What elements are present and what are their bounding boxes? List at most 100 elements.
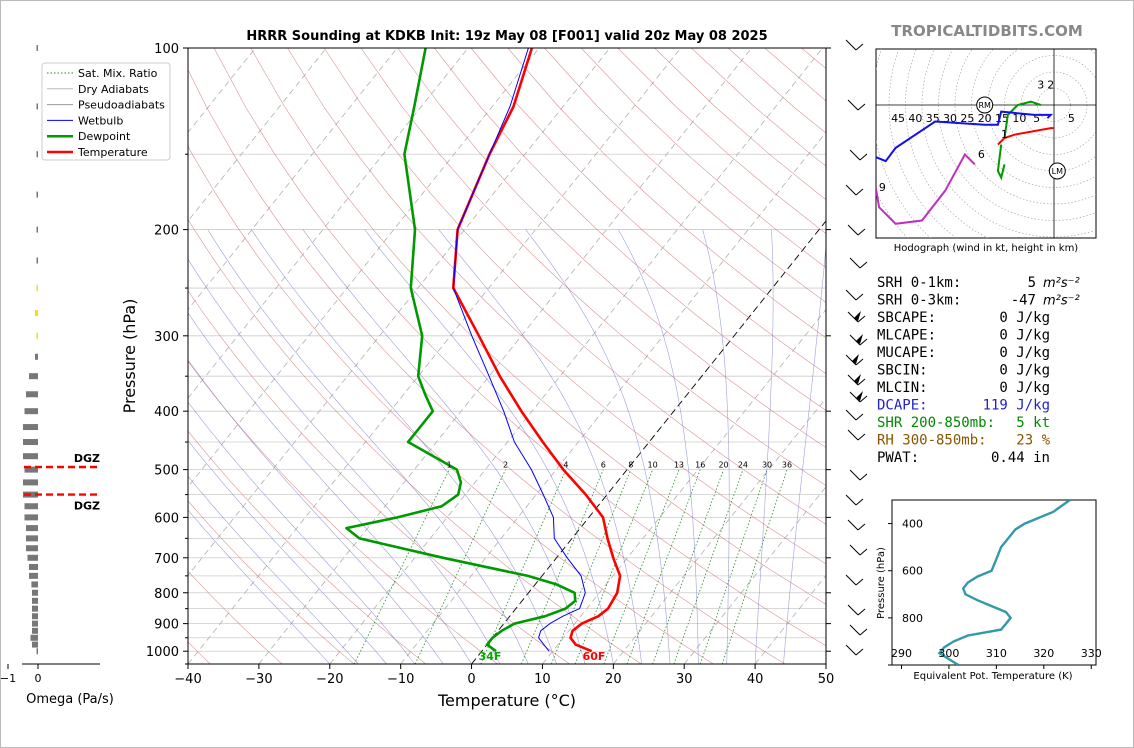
index-unit: m²s⁻² bbox=[1043, 294, 1080, 309]
hodograph-ring-label: 40 bbox=[908, 112, 922, 125]
omega-bar bbox=[32, 641, 38, 648]
dry-adiabat bbox=[470, 48, 826, 375]
index-value: 119 J/kg bbox=[983, 398, 1050, 414]
barb-shaft bbox=[847, 374, 859, 386]
barb-flag bbox=[855, 498, 864, 506]
y-tick-label: 300 bbox=[154, 330, 179, 345]
indices-table: SRH 0-1km: 5 m²s⁻² SRH 0-3km: -47 m²s⁻² SBCAPE… bbox=[877, 275, 1080, 466]
hodograph-segment bbox=[997, 127, 1054, 146]
chart-title: HRRR Sounding at KDKB Init: 19z May 08 [… bbox=[246, 29, 767, 44]
wind-barb bbox=[847, 99, 866, 111]
omega-bar bbox=[23, 453, 38, 460]
dry-adiabat bbox=[544, 48, 826, 303]
barb-flag bbox=[857, 523, 866, 531]
omega-bar bbox=[36, 332, 38, 339]
moist-adiabat bbox=[702, 229, 730, 664]
index-label: SRH 0-1km: bbox=[877, 275, 961, 291]
dry-adiabat bbox=[188, 68, 786, 664]
hodograph-caption: Hodograph (wind in kt, height in km) bbox=[894, 243, 1079, 254]
omega-bar bbox=[32, 620, 38, 627]
isotherm bbox=[188, 48, 540, 488]
index-label: PWAT: bbox=[877, 450, 919, 466]
moist-adiabat bbox=[438, 229, 642, 664]
omega-bar bbox=[32, 605, 38, 612]
barb-flag bbox=[855, 578, 864, 586]
legend-entry: Wetbulb bbox=[78, 114, 123, 127]
barb-shaft bbox=[849, 149, 861, 161]
mixing-ratio-line bbox=[550, 469, 632, 664]
mixing-ratio-label: 16 bbox=[695, 461, 705, 470]
barb-flag bbox=[855, 358, 864, 366]
omega-bar bbox=[36, 226, 38, 233]
y-tick-label: 500 bbox=[154, 464, 179, 479]
barb-flag bbox=[855, 43, 864, 51]
y-tick-label: 100 bbox=[154, 42, 179, 57]
index-label: SBCIN: bbox=[877, 363, 928, 379]
omega-bar bbox=[32, 627, 38, 634]
index-value: 0 J/kg bbox=[999, 363, 1050, 379]
index-unit: m²s⁻² bbox=[1043, 276, 1080, 291]
moist-adiabat bbox=[207, 229, 529, 664]
omega-bar bbox=[32, 597, 38, 604]
skewt-background-lines bbox=[188, 48, 826, 664]
legend-entry: Dry Adiabats bbox=[78, 83, 149, 96]
skewt-xlabel: Temperature (°C) bbox=[437, 691, 576, 710]
isotherm bbox=[188, 48, 682, 664]
hodograph-height-label: 2 bbox=[1047, 79, 1054, 92]
omega-tick-label: −1 bbox=[0, 672, 16, 685]
theta-e-x-label: 300 bbox=[938, 647, 959, 660]
skewt-ylabel: Pressure (hPa) bbox=[120, 299, 139, 414]
index-value: 0 J/kg bbox=[999, 328, 1050, 344]
mixing-ratio-line bbox=[673, 469, 744, 664]
barb-flag bbox=[857, 378, 866, 386]
omega-bar bbox=[23, 479, 38, 486]
moist-adiabat bbox=[783, 242, 826, 664]
omega-bar bbox=[35, 310, 38, 317]
dry-adiabat bbox=[507, 48, 826, 339]
dry-adiabat bbox=[250, 48, 826, 605]
hodograph-ring-label: 25 bbox=[960, 112, 974, 125]
x-tick-label: 50 bbox=[818, 672, 835, 687]
hodograph-ring-label: 5 bbox=[1068, 112, 1075, 125]
omega-bar bbox=[36, 285, 38, 292]
index-value: 5 bbox=[1028, 275, 1036, 291]
barb-shaft bbox=[847, 224, 859, 236]
barb-flag bbox=[859, 628, 868, 636]
hodograph-segment bbox=[996, 144, 1006, 181]
y-tick-label: 700 bbox=[154, 552, 179, 567]
index-label: MLCAPE: bbox=[877, 328, 936, 344]
omega-bar bbox=[26, 525, 38, 532]
legend-entry: Pseudoadiabats bbox=[78, 99, 165, 112]
mixing-ratio-label: 30 bbox=[762, 461, 772, 470]
omega-bar bbox=[29, 572, 38, 579]
moist-adiabat bbox=[618, 229, 699, 664]
mixing-ratio-line bbox=[480, 469, 567, 664]
index-value: 0.44 in bbox=[991, 450, 1050, 466]
barb-shaft bbox=[847, 429, 859, 441]
hodograph-height-label: 6 bbox=[978, 148, 985, 161]
hodograph-frame bbox=[875, 48, 1097, 239]
wind-barb bbox=[845, 39, 864, 51]
hodograph-ring-label: 20 bbox=[978, 112, 992, 125]
y-tick-label: 400 bbox=[154, 405, 179, 420]
x-tick-label: 40 bbox=[747, 672, 764, 687]
dry-adiabat bbox=[213, 48, 826, 647]
index-value: 23 % bbox=[1016, 433, 1050, 449]
barb-shaft bbox=[849, 544, 861, 556]
theta-e-ylabel: Pressure (hPa) bbox=[876, 547, 887, 619]
barb-flag bbox=[857, 608, 866, 616]
barb-pennant bbox=[854, 374, 861, 384]
mixing-ratio-label: 4 bbox=[563, 461, 568, 470]
barb-flag bbox=[859, 548, 868, 556]
moist-adiabat bbox=[525, 229, 671, 664]
barb-pennant bbox=[854, 311, 861, 321]
wind-barb bbox=[845, 184, 864, 196]
wind-barb bbox=[847, 429, 866, 441]
wind-barb bbox=[849, 544, 868, 556]
dgz-label: DGZ bbox=[74, 452, 100, 465]
x-tick-label: −40 bbox=[174, 672, 201, 687]
barb-shaft bbox=[847, 519, 859, 531]
dgz-label: DGZ bbox=[74, 500, 100, 513]
